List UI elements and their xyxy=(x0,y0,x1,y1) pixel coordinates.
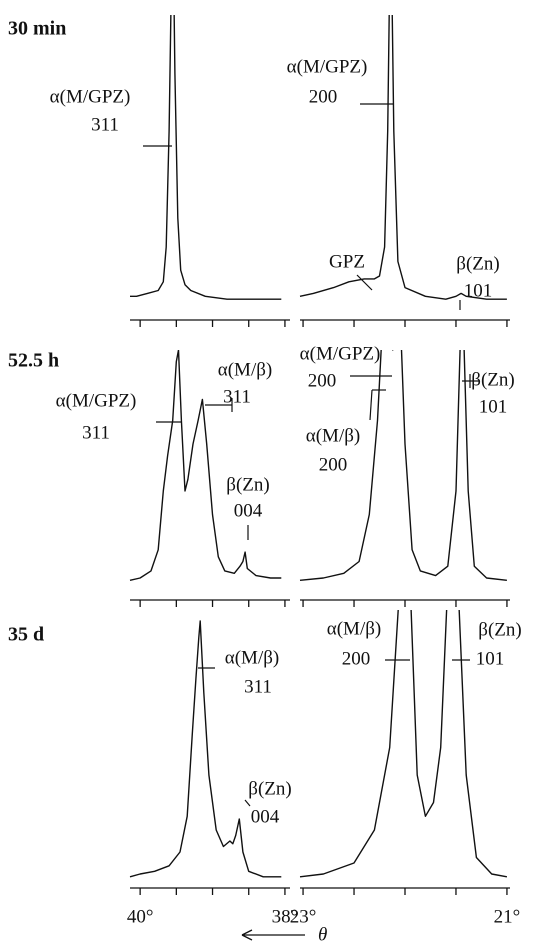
peak-label: 200 xyxy=(309,86,338,107)
peak-label: 101 xyxy=(479,396,508,417)
peak-label: α(M/β) xyxy=(327,618,381,639)
peak-label: α(M/β) xyxy=(306,425,360,446)
peak-label: α(M/GPZ) xyxy=(56,390,137,411)
peak-label: 311 xyxy=(91,114,119,135)
peak-label: α(M/GPZ) xyxy=(300,343,381,364)
spectrum-line xyxy=(130,15,282,300)
panel-title: 52.5 h xyxy=(8,350,59,372)
peak-label: β(Zn) xyxy=(471,369,514,390)
arrow-head xyxy=(241,929,253,941)
spectrum-line xyxy=(299,610,508,878)
peak-label: 200 xyxy=(319,454,348,475)
peak-label: β(Zn) xyxy=(456,253,499,274)
peak-label: α(M/GPZ) xyxy=(50,86,131,107)
spectrum-line xyxy=(299,15,507,300)
panel-title: 35 d xyxy=(8,624,44,646)
spectrum-line xyxy=(129,350,282,581)
peak-label: 101 xyxy=(464,280,493,301)
x-tick-label: 21° xyxy=(494,906,521,927)
peak-label: 200 xyxy=(342,648,371,669)
x-tick-label: 40° xyxy=(127,906,154,927)
peak-label: 004 xyxy=(234,500,263,521)
peak-label: 311 xyxy=(82,422,110,443)
x-tick-label: 23° xyxy=(290,906,317,927)
peak-label: GPZ xyxy=(329,251,365,272)
peak-label: 311 xyxy=(223,386,251,407)
leader-line xyxy=(356,274,373,291)
panel-title: 30 min xyxy=(8,18,66,40)
spectrum-line xyxy=(299,350,507,581)
peak-label: β(Zn) xyxy=(226,474,269,495)
peak-label: β(Zn) xyxy=(248,778,291,799)
peak-label: 200 xyxy=(308,370,337,391)
peak-label: 101 xyxy=(476,648,505,669)
x-tick-label: 38° xyxy=(272,906,299,927)
leader-line xyxy=(244,799,251,807)
peak-label: α(M/GPZ) xyxy=(287,56,368,77)
peak-label: 004 xyxy=(251,806,280,827)
peak-label: β(Zn) xyxy=(478,619,521,640)
spectrum-line xyxy=(129,620,282,878)
leader-line xyxy=(369,389,373,421)
peak-label: α(M/β) xyxy=(225,647,279,668)
peak-label: 311 xyxy=(244,676,272,697)
x-axis-label: θ xyxy=(318,924,327,945)
peak-label: α(M/β) xyxy=(218,359,272,380)
